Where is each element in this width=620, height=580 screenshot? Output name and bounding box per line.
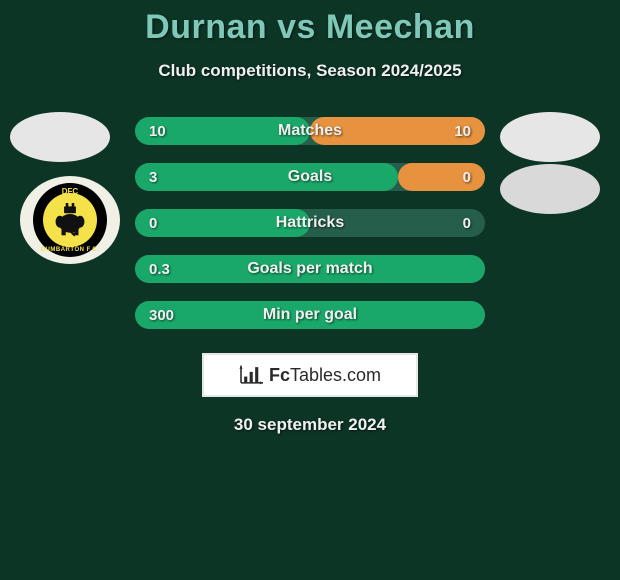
stat-row: Matches10 10 bbox=[135, 117, 485, 145]
stat-value-left: 300 bbox=[149, 301, 174, 329]
comparison-canvas: Durnan vs Meechan Club competitions, Sea… bbox=[0, 0, 620, 580]
logo-text: FcTables.com bbox=[269, 365, 381, 386]
stat-value-left: 10 bbox=[149, 117, 166, 145]
date-text: 30 september 2024 bbox=[0, 415, 620, 435]
stat-value-left: 3 bbox=[149, 163, 157, 191]
stat-value-left: 0.3 bbox=[149, 255, 170, 283]
bar-chart-icon bbox=[239, 364, 265, 386]
stat-label: Hattricks bbox=[135, 209, 485, 237]
stat-label: Goals per match bbox=[135, 255, 485, 283]
stat-label: Min per goal bbox=[135, 301, 485, 329]
page-title: Durnan vs Meechan bbox=[0, 0, 620, 47]
stat-value-right: 0 bbox=[463, 163, 471, 191]
stat-row: Hattricks0 0 bbox=[135, 209, 485, 237]
subtitle: Club competitions, Season 2024/2025 bbox=[0, 61, 620, 81]
stat-row: Goals per match0.3 bbox=[135, 255, 485, 283]
stat-row: Goals3 0 bbox=[135, 163, 485, 191]
stats-area: Matches1010Goals30Hattricks00Goals per m… bbox=[0, 117, 620, 329]
stat-value-right: 0 bbox=[463, 209, 471, 237]
stat-label: Goals bbox=[135, 163, 485, 191]
stat-value-left: 0 bbox=[149, 209, 157, 237]
stat-label: Matches bbox=[135, 117, 485, 145]
stat-row: Min per goal300 bbox=[135, 301, 485, 329]
stat-value-right: 10 bbox=[454, 117, 471, 145]
fctables-logo[interactable]: FcTables.com bbox=[202, 353, 418, 397]
